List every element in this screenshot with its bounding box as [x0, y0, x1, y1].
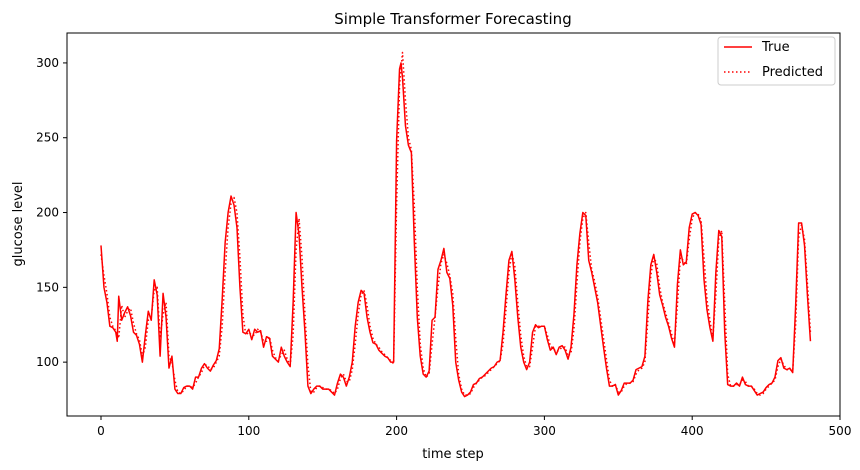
y-tick-label: 100: [36, 355, 59, 369]
series-layer: [100, 51, 812, 398]
ticks-layer: 0 100 200 300 400 500 100 150 200 250 300: [36, 56, 851, 438]
x-tick-label: 300: [533, 424, 556, 438]
y-tick-label: 200: [36, 206, 59, 220]
x-tick-label: 400: [681, 424, 704, 438]
legend-label-true: True: [761, 40, 790, 55]
legend-box: [717, 36, 836, 86]
x-tick-label: 500: [829, 424, 852, 438]
y-tick-label: 150: [36, 280, 59, 294]
legend: True Predicted: [717, 36, 836, 86]
y-axis-label: glucose level: [11, 181, 26, 266]
plot-frame: [66, 32, 841, 417]
series-line-true: [100, 62, 812, 398]
x-tick-label: 100: [237, 424, 260, 438]
series-line-predicted: [100, 51, 812, 396]
x-tick-label: 200: [385, 424, 408, 438]
x-tick-label: 0: [97, 424, 105, 438]
legend-label-predicted: Predicted: [762, 65, 823, 80]
y-tick-label: 250: [36, 131, 59, 145]
chart-title: Simple Transformer Forecasting: [334, 10, 571, 28]
y-tick-label: 300: [36, 56, 59, 70]
x-axis-label: time step: [422, 447, 484, 462]
